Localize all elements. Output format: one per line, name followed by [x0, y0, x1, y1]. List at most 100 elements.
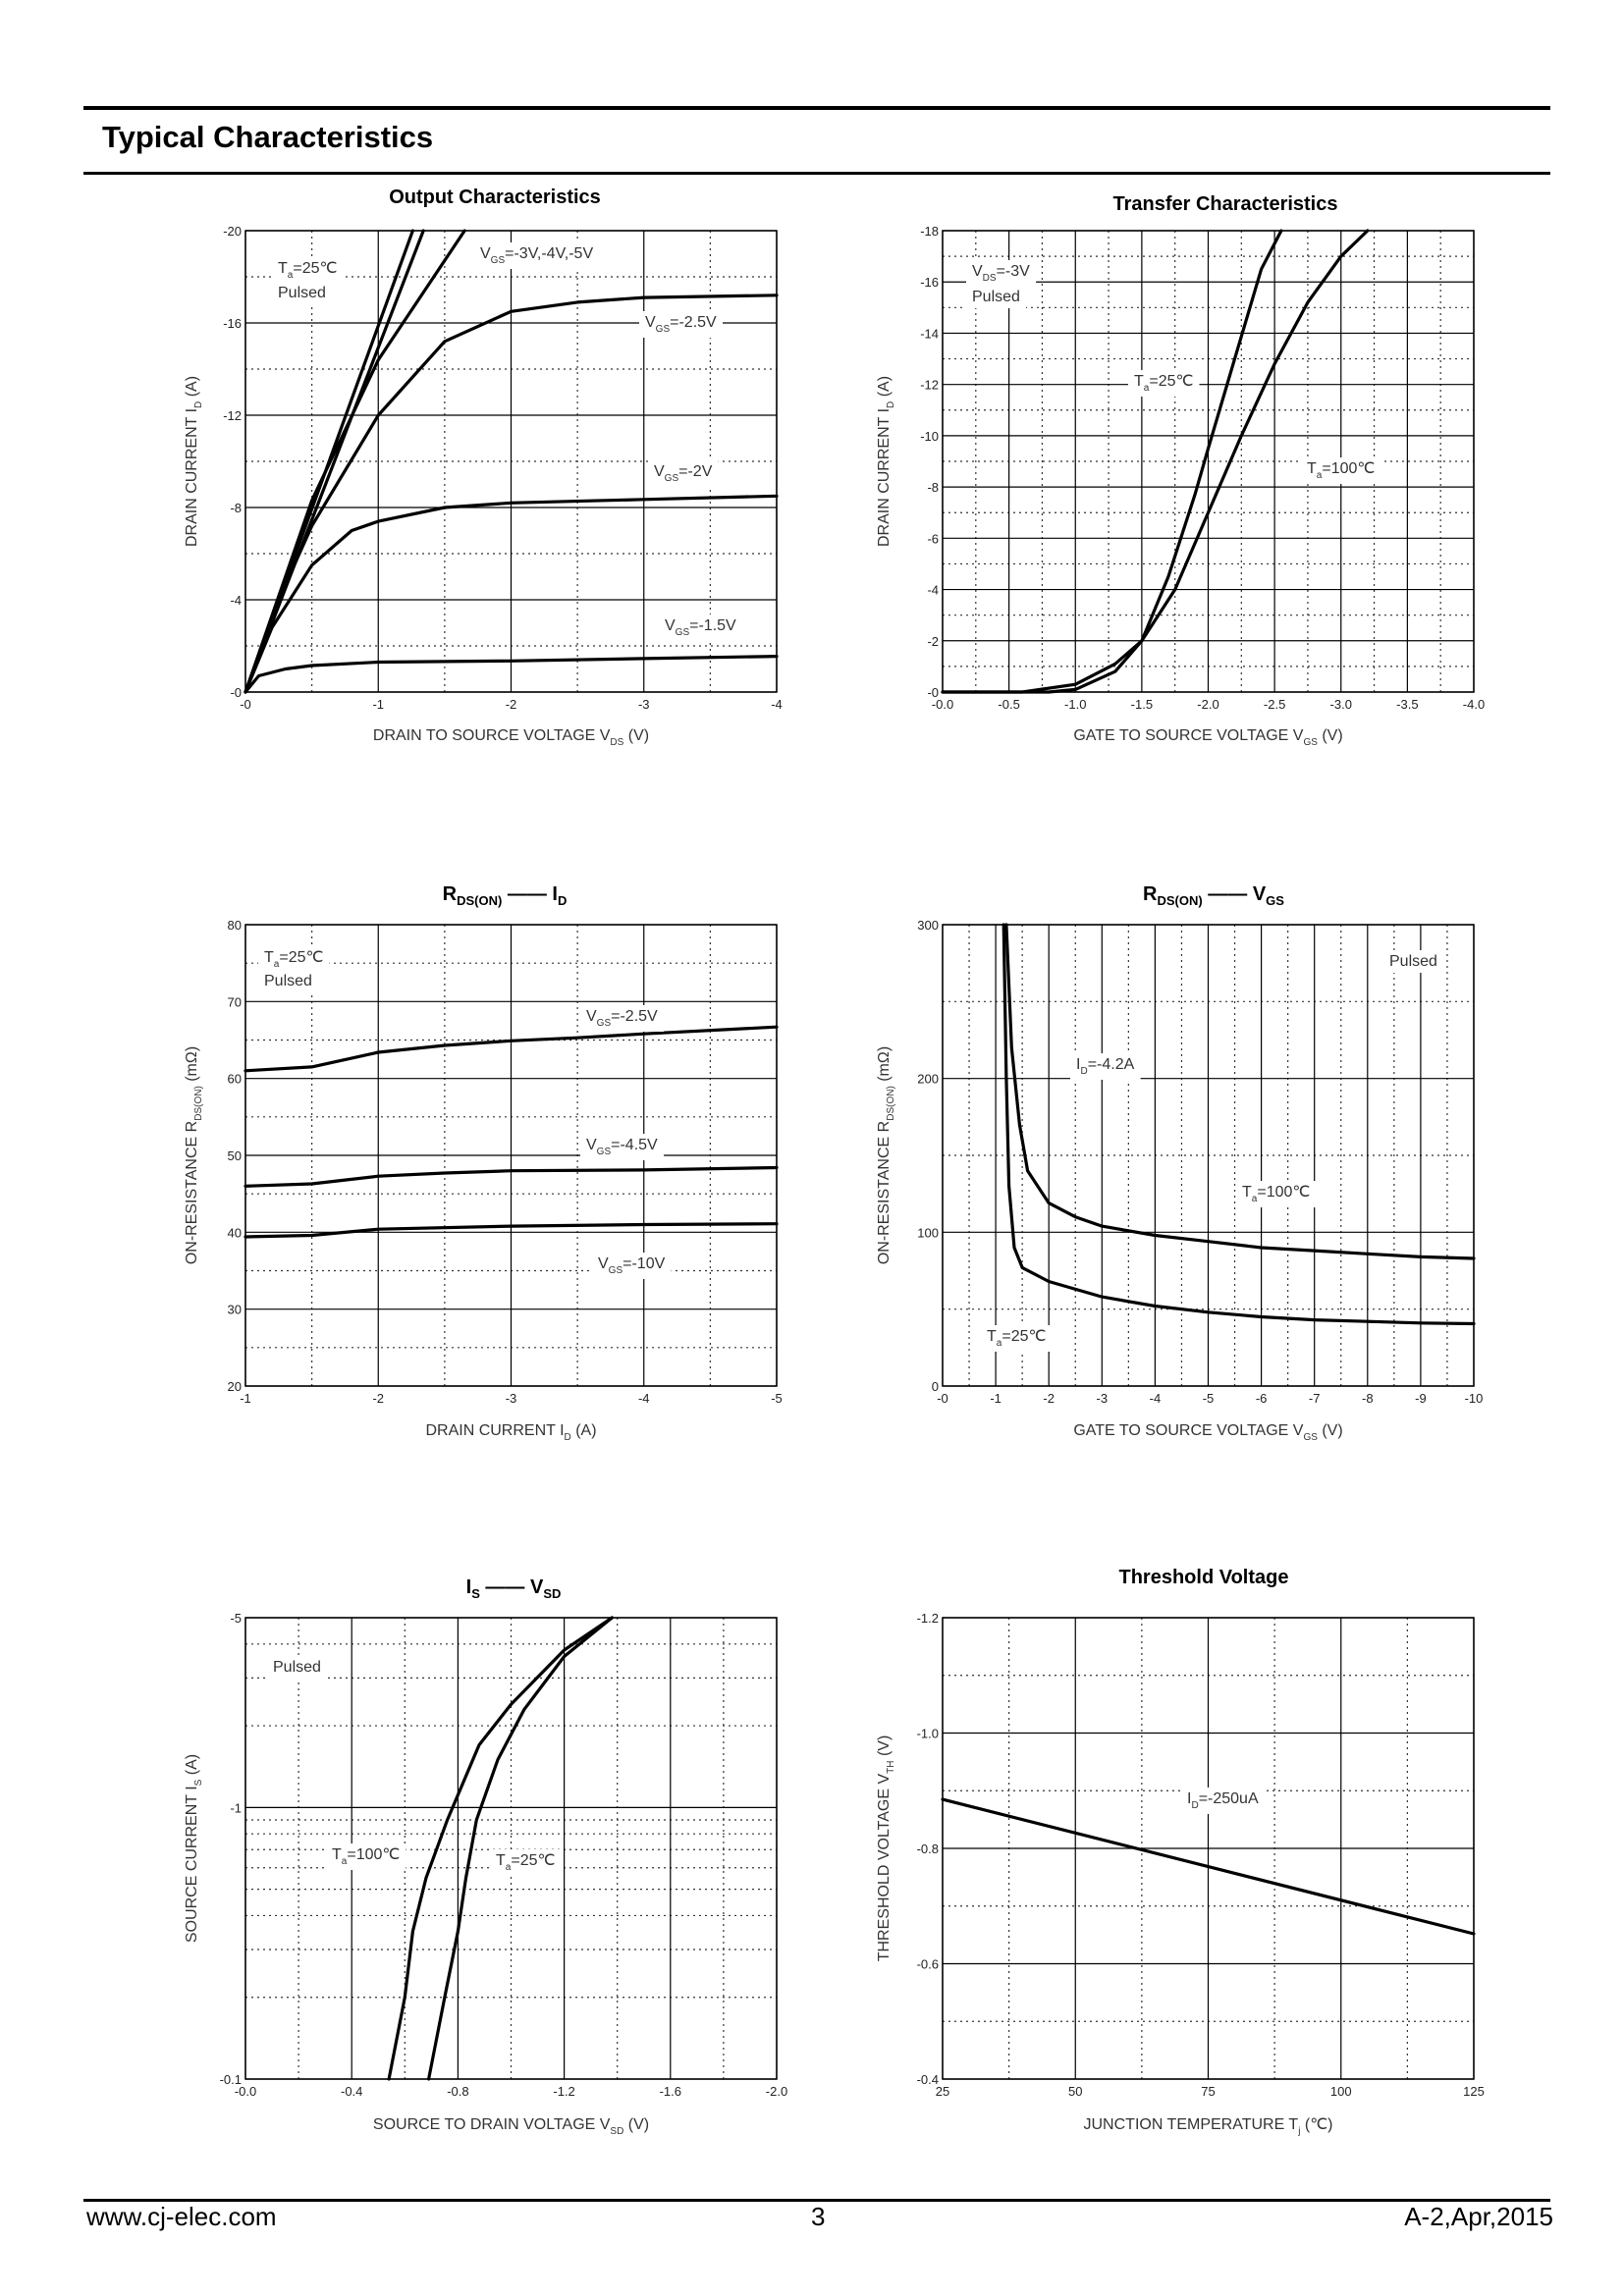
annotation-background	[1070, 1053, 1141, 1080]
x-axis-label: JUNCTION TEMPERATURE Tj (℃)	[1084, 2116, 1333, 2137]
y-axis-label: ON-RESISTANCE RDS(ON) (mΩ)	[184, 1046, 204, 1264]
x-tick-label: -3.0	[1330, 697, 1352, 712]
plot-frame	[244, 230, 778, 693]
x-tick-label: -0.4	[341, 2084, 362, 2099]
y-axis-label-subscript: DS(ON)	[193, 1086, 204, 1121]
annotation-label-part: T	[1134, 373, 1144, 390]
y-tick-label: -20	[223, 224, 242, 239]
y-tick-label: -12	[223, 408, 242, 423]
annotation-label-part: V	[586, 1137, 597, 1153]
x-axis-label-part: DRAIN TO SOURCE VOLTAGE V	[373, 727, 611, 744]
annotation-label-part: =-2.5V	[611, 1008, 658, 1025]
x-axis-label-subscript: GS	[1303, 737, 1318, 748]
annotation-label-part: T	[332, 1846, 342, 1863]
y-axis-label-part: (mΩ)	[876, 1046, 893, 1086]
header-rule-top	[83, 106, 1550, 110]
annotation-background	[1128, 370, 1200, 397]
chart-title-part: —— V	[480, 1576, 544, 1598]
series-line	[1001, 923, 1476, 1326]
annotation-label-part: Pulsed	[264, 973, 312, 989]
y-tick-label: -1.2	[917, 1611, 939, 1626]
chart-title: RDS(ON) —— ID	[443, 883, 568, 908]
chart-title-part: Threshold Voltage	[1119, 1567, 1289, 1588]
annotation-label-subscript: a	[342, 1856, 348, 1867]
plot-frame	[244, 1617, 778, 2080]
annotation-background	[639, 311, 724, 338]
y-tick-label: -4	[927, 583, 939, 598]
plot-frame	[942, 230, 1475, 693]
y-axis-label: DRAIN CURRENT ID (A)	[876, 376, 896, 547]
y-tick-label: -0.8	[917, 1842, 939, 1856]
x-tick-label: -0.8	[447, 2084, 468, 2099]
x-tick-label: -0	[240, 697, 251, 712]
chart-title-part: —— I	[502, 883, 558, 905]
annotation-label-subscript: GS	[597, 1147, 612, 1157]
y-axis-label-part: SOURCE CURRENT I	[184, 1786, 200, 1943]
annotation-background	[326, 1843, 406, 1870]
chart-2: -0.0 -0.5 -1.0 -1.5 -2.0 -2.5 -3.0 -3.5 -4.0 -0 -2…	[876, 193, 1485, 748]
x-axis-label: DRAIN TO SOURCE VOLTAGE VDS (V)	[373, 727, 649, 748]
annotation-label-part: Pulsed	[1389, 953, 1437, 970]
annotation-label-part: Pulsed	[278, 285, 326, 301]
x-tick-label: 125	[1463, 2084, 1485, 2099]
annotation-background	[272, 282, 332, 304]
annotation-label-subscript: a	[1144, 383, 1150, 394]
annotation-background	[1383, 950, 1443, 973]
annotation-background	[1301, 457, 1381, 484]
annotation-label-part: =100℃	[1257, 1184, 1310, 1201]
x-tick-label: -4.0	[1463, 697, 1485, 712]
x-tick-label: -1.6	[660, 2084, 681, 2099]
annotation-label: Ta=25℃	[264, 949, 323, 970]
annotation-label-part: T	[264, 949, 274, 966]
y-tick-label: -14	[920, 326, 939, 341]
y-tick-label: -18	[920, 224, 939, 239]
annotation-label-part: =-4.2A	[1088, 1056, 1135, 1073]
y-axis-label-part: DRAIN CURRENT I	[184, 408, 200, 547]
annotation-background	[490, 1849, 562, 1876]
x-axis-label-subscript: j	[1297, 2126, 1300, 2137]
header-rule-bottom	[83, 172, 1550, 175]
section-title: Typical Characteristics	[102, 120, 434, 154]
annotation-label-part: V	[480, 245, 491, 262]
chart-title-part: Transfer Characteristics	[1112, 193, 1337, 215]
chart-6: 25 50 75 100 125 -0.4 -0.6 -0.8 -1.0 -1.2 ID=-250u…	[876, 1567, 1485, 2137]
annotation-label-part: =-3V	[997, 263, 1031, 280]
series-line	[941, 1797, 1476, 1936]
x-tick-label: -4	[771, 697, 783, 712]
annotation-label-part: =-250uA	[1199, 1790, 1259, 1807]
chart-title-subscript: DS(ON)	[457, 893, 502, 908]
x-tick-label: -1.2	[553, 2084, 574, 2099]
annotation-label-part: V	[654, 463, 665, 480]
annotation-label-subscript: GS	[597, 1018, 612, 1029]
annotation-label-part: =25℃	[1149, 373, 1193, 390]
annotation-label-subscript: GS	[656, 324, 671, 335]
annotation-label: Ta=25℃	[496, 1852, 555, 1873]
chart-4: -0 -1 -2 -3 -4 -5 -6 -7 -8 -9 -10 0 100 200 300 Pulsed I…	[876, 883, 1483, 1443]
annotation-label: VGS=-10V	[598, 1255, 666, 1276]
annotation-label-part: Pulsed	[273, 1659, 321, 1676]
annotation-label-subscript: D	[1080, 1066, 1087, 1077]
y-tick-label: 80	[228, 918, 242, 933]
chart-title: IS —— VSD	[466, 1576, 562, 1601]
y-tick-label: -10	[920, 429, 939, 444]
annotation-label: Pulsed	[273, 1659, 321, 1676]
series-line	[1004, 923, 1476, 1260]
x-tick-label: -2.0	[1197, 697, 1218, 712]
y-axis-label-subscript: S	[193, 1779, 204, 1786]
annotation-label: Pulsed	[278, 285, 326, 301]
x-axis-label-part: (V)	[623, 2116, 649, 2133]
y-axis-label: ON-RESISTANCE RDS(ON) (mΩ)	[876, 1046, 896, 1264]
x-tick-label: -8	[1362, 1391, 1374, 1406]
y-tick-label: 60	[228, 1072, 242, 1087]
annotation-label-part: V	[972, 263, 983, 280]
x-tick-label: 75	[1201, 2084, 1215, 2099]
series-line	[427, 1616, 614, 2081]
y-tick-label: -8	[230, 501, 242, 515]
x-axis-label: DRAIN CURRENT ID (A)	[425, 1422, 596, 1443]
annotation-background	[580, 1134, 665, 1160]
x-tick-label: -1.5	[1131, 697, 1153, 712]
series-line	[244, 294, 779, 694]
x-axis-label-part: JUNCTION TEMPERATURE T	[1084, 2116, 1299, 2133]
y-axis-label-part: THRESHOLD VOLTAGE V	[876, 1774, 893, 1962]
annotation-label: VGS=-2.5V	[645, 314, 717, 335]
